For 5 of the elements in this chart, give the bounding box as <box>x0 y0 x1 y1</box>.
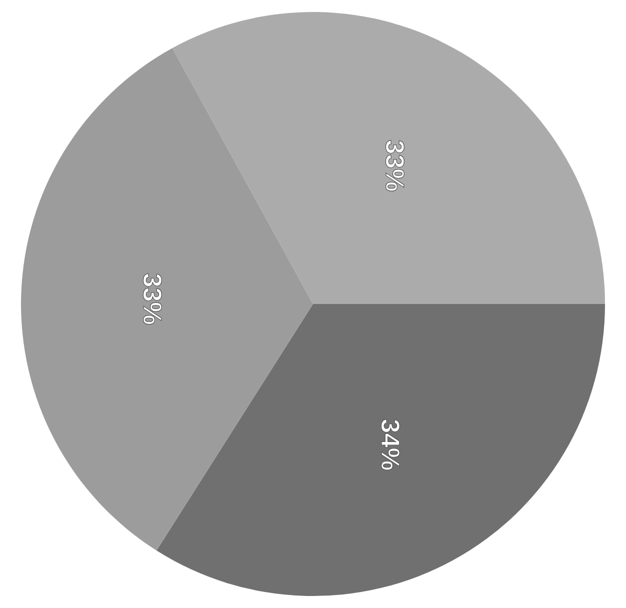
pie-slice <box>172 12 605 304</box>
data-label: 33% <box>137 272 168 325</box>
data-label: 33% <box>380 140 410 192</box>
data-label: 34% <box>375 418 406 471</box>
pie-slice <box>21 48 313 551</box>
